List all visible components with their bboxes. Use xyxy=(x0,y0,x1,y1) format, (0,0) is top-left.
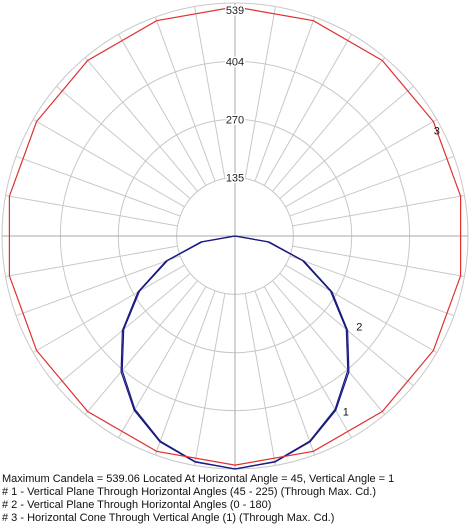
grid-spoke-320 xyxy=(84,280,198,415)
grid-spoke-130 xyxy=(279,85,414,199)
series-label-3: 3 xyxy=(434,126,440,138)
radial-tick-1: 270 xyxy=(226,114,244,126)
grid-spoke-240 xyxy=(32,119,185,208)
grid-spoke-20 xyxy=(254,290,316,456)
grid-spoke-10 xyxy=(244,293,276,466)
grid-spoke-260 xyxy=(5,195,178,227)
grid-spoke-170 xyxy=(244,6,276,179)
grid-spoke-350 xyxy=(194,293,226,466)
legend-entry-2: # 2 - Vertical Plane Through Horizontal … xyxy=(2,499,272,511)
series-label-2: 2 xyxy=(356,322,362,334)
radial-tick-0: 135 xyxy=(226,173,244,185)
radial-tick-3: 539 xyxy=(226,5,244,17)
grid-spoke-100 xyxy=(292,195,465,227)
grid-spoke-280 xyxy=(5,245,178,277)
series-curve-2 xyxy=(121,235,349,470)
grid-spoke-220 xyxy=(84,57,198,192)
grid-spoke-190 xyxy=(194,6,226,179)
grid-spoke-250 xyxy=(15,155,181,217)
legend: Maximum Candela = 539.06 Located At Hori… xyxy=(2,473,468,525)
legend-entry-1: # 1 - Vertical Plane Through Horizontal … xyxy=(2,486,376,498)
grid-spoke-200 xyxy=(154,16,216,182)
grid-spoke-80 xyxy=(292,245,465,277)
grid-spoke-230 xyxy=(56,85,191,199)
grid-spoke-300 xyxy=(32,264,185,353)
grid-spoke-150 xyxy=(263,33,352,186)
grid-spoke-210 xyxy=(118,33,207,186)
grid-spoke-340 xyxy=(154,290,216,456)
grid-spoke-30 xyxy=(263,286,352,439)
grid-spoke-70 xyxy=(289,255,455,317)
series-label-1: 1 xyxy=(343,406,349,418)
series-curve-3 xyxy=(8,6,462,466)
grid-spoke-110 xyxy=(289,155,455,217)
grid-spoke-330 xyxy=(118,286,207,439)
legend-entry-3: # 3 - Horizontal Cone Through Vertical A… xyxy=(2,512,335,524)
grid-spoke-140 xyxy=(272,57,386,192)
grid-spoke-60 xyxy=(285,264,438,353)
curve-labels: 1 2 3 xyxy=(343,126,440,419)
grid-spoke-290 xyxy=(15,255,181,317)
radial-tick-labels: 135 270 404 539 xyxy=(224,4,245,187)
radial-tick-2: 404 xyxy=(226,56,244,68)
grid-spoke-160 xyxy=(254,16,316,182)
plot-series xyxy=(8,6,462,470)
grid-spoke-120 xyxy=(285,119,438,208)
max-candela-text: Maximum Candela = 539.06 Located At Hori… xyxy=(2,473,395,485)
grid-spoke-40 xyxy=(272,280,386,415)
polar-candela-plot: 135 270 404 539 1 2 3 xyxy=(1,2,469,470)
